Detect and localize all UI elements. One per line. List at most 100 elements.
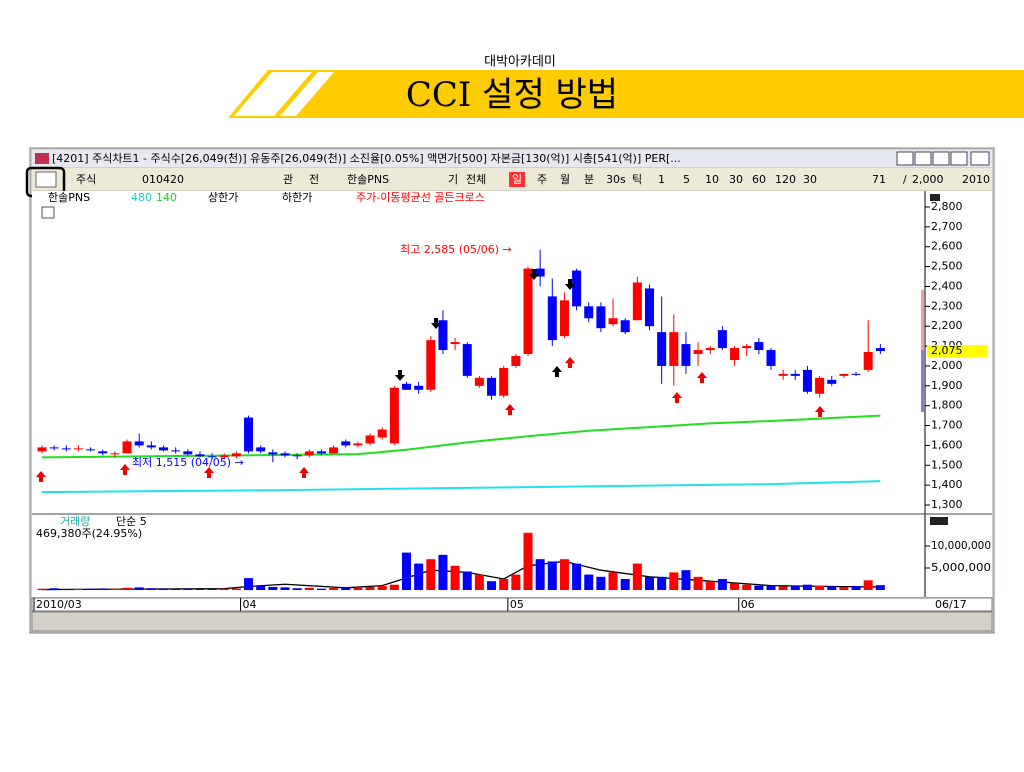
signal-arrow xyxy=(565,279,575,290)
button[interactable] xyxy=(914,151,932,166)
candle-body xyxy=(535,268,545,277)
toolbar-item: 분 xyxy=(584,173,594,186)
legend-item: 상한가 xyxy=(208,191,238,204)
toolbar-item: 010420 xyxy=(142,173,184,186)
panel-icon xyxy=(930,517,948,525)
volume-bar xyxy=(244,578,254,590)
title-band xyxy=(228,70,1024,118)
volume-bar xyxy=(146,588,156,590)
y-tick-label: 2,300 xyxy=(931,299,963,312)
candle-body xyxy=(49,447,59,449)
candle-body xyxy=(596,306,606,329)
toolbar-item: 60 xyxy=(752,173,766,186)
candle-body xyxy=(304,451,314,456)
candle-body xyxy=(280,453,290,456)
volume-bar xyxy=(110,588,120,590)
button[interactable] xyxy=(950,151,968,166)
volume-bar xyxy=(851,586,861,590)
y-tick-label: 2,800 xyxy=(931,200,963,213)
toolbar-item: 2010 xyxy=(962,173,990,186)
volume-bar xyxy=(462,571,472,590)
checkbox[interactable] xyxy=(41,206,55,219)
legend-item: 주가-이동평균선 골든크로스 xyxy=(356,191,485,204)
signal-arrow xyxy=(36,471,46,482)
candle-body xyxy=(183,451,193,455)
volume-bar xyxy=(122,587,132,590)
signal-arrow xyxy=(120,464,130,475)
toolbar-item: 71 xyxy=(872,173,886,186)
tool-button[interactable] xyxy=(35,171,57,188)
volume-bar xyxy=(827,586,837,590)
volume-bar xyxy=(584,574,594,590)
chart-area xyxy=(32,191,992,597)
candle-body xyxy=(523,268,533,355)
candle-body xyxy=(863,352,873,370)
volume-bar xyxy=(815,585,825,590)
candle-body xyxy=(353,443,363,446)
volume-bar xyxy=(778,586,788,590)
candle-body xyxy=(438,320,448,351)
button[interactable] xyxy=(896,151,914,166)
candle-body xyxy=(705,348,715,351)
volume-bar xyxy=(559,559,569,590)
volume-bar xyxy=(790,586,800,590)
toolbar-item: 틱 xyxy=(632,173,642,186)
volume-bar xyxy=(268,586,278,590)
candle-body xyxy=(620,320,630,333)
volume-bar xyxy=(450,565,460,590)
volume-bar xyxy=(292,588,302,590)
signal-arrow xyxy=(529,269,539,280)
price-tag-label: 2,075 xyxy=(931,344,963,357)
candle-body xyxy=(122,441,132,454)
y-tick-label: 1,800 xyxy=(931,399,963,412)
legend-item: 480 xyxy=(131,191,152,204)
candle-body xyxy=(608,318,618,325)
volume-bar xyxy=(875,585,885,590)
annotation: 최저 1,515 (04/05) → xyxy=(132,456,244,469)
volume-bar xyxy=(377,586,387,590)
volume-bar xyxy=(37,588,47,590)
x-tick-label: 06 xyxy=(741,598,755,611)
candle-body xyxy=(778,373,788,376)
close-button[interactable] xyxy=(970,151,990,166)
volume-bar xyxy=(572,563,582,590)
volume-bar xyxy=(389,584,399,590)
price-tag xyxy=(927,345,987,358)
title-bar xyxy=(32,150,992,167)
scrollbar[interactable] xyxy=(31,611,993,632)
volume-bar xyxy=(705,581,715,590)
volume-bar xyxy=(438,554,448,590)
volume-bar xyxy=(839,586,849,590)
volume-bar xyxy=(61,589,71,590)
volume-bar xyxy=(717,579,727,590)
candle-body xyxy=(450,342,460,345)
candle-body xyxy=(754,342,764,351)
candle-body xyxy=(851,373,861,375)
candle-body xyxy=(499,367,509,396)
y-tick-label: 1,300 xyxy=(931,498,963,511)
volume-bar xyxy=(183,588,193,590)
candle-body xyxy=(645,288,654,327)
toolbar-item: 30 xyxy=(729,173,743,186)
button[interactable] xyxy=(932,151,950,166)
volume-bar xyxy=(511,574,521,590)
toolbar-item: 전 xyxy=(309,173,319,186)
volume-bar xyxy=(195,589,205,590)
signal-arrow xyxy=(815,406,825,417)
toolbar-item: 한솔PNS xyxy=(347,173,389,186)
candle-body xyxy=(414,385,424,390)
active-tab xyxy=(509,172,525,187)
volume-bar xyxy=(414,563,424,590)
signal-arrow xyxy=(672,392,682,403)
volume-bar xyxy=(329,588,339,590)
volume-bar xyxy=(280,587,290,590)
line xyxy=(41,480,881,494)
y-tick-label: 1,500 xyxy=(931,458,963,471)
candle-body xyxy=(195,454,205,457)
candle-body xyxy=(766,350,776,366)
candle-body xyxy=(134,441,144,446)
legend-item: 하한가 xyxy=(282,190,312,204)
candle-body xyxy=(693,350,703,355)
signal-arrow xyxy=(299,467,309,478)
volume-bar xyxy=(657,576,667,590)
